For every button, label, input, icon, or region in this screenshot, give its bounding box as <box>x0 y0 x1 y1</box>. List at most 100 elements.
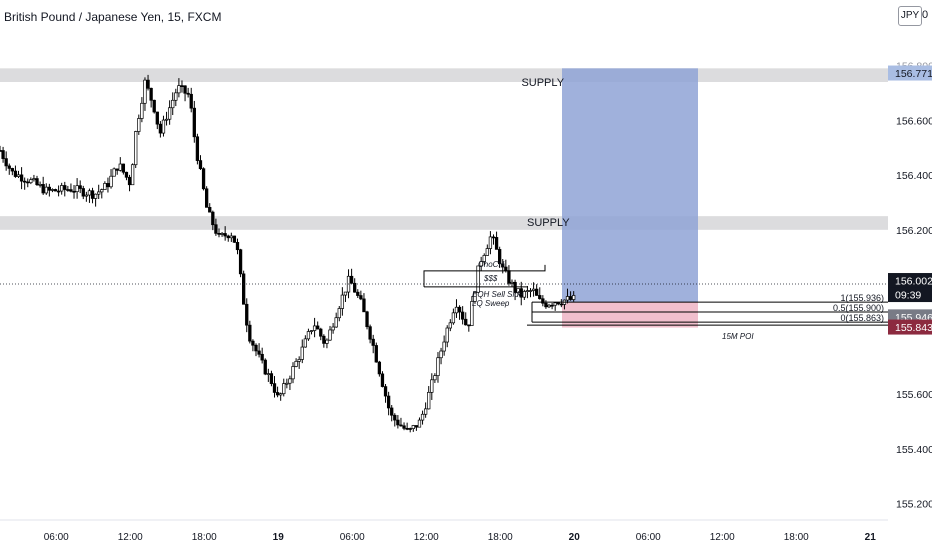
candle-body <box>442 341 446 352</box>
candle-body <box>60 185 64 192</box>
candle-body <box>559 303 563 306</box>
sss-label: $$$ <box>483 274 498 283</box>
candle-body <box>211 211 215 226</box>
candle-body <box>75 185 79 193</box>
candle-body <box>115 168 119 171</box>
candle-body <box>208 207 212 213</box>
candle-body <box>13 170 18 177</box>
candle-body <box>272 383 277 393</box>
candle-body <box>510 281 514 284</box>
candle-body <box>396 419 400 426</box>
candle-body <box>44 186 48 194</box>
candle-body <box>204 188 209 208</box>
supply-zone <box>0 216 888 230</box>
candle-body <box>470 301 474 326</box>
candle-body <box>137 118 141 132</box>
price-tag: 156.771 <box>888 65 932 81</box>
y-tick-label: 155.600 <box>896 389 932 401</box>
candle-body <box>371 338 375 346</box>
candle-body <box>192 107 196 138</box>
supply-label: SUPPLY <box>521 77 564 89</box>
candle-body <box>340 294 345 309</box>
candle-body <box>223 233 227 237</box>
candle-body <box>167 107 172 120</box>
candle-body <box>516 288 520 293</box>
candle-body <box>81 188 85 197</box>
candle-body <box>356 291 360 296</box>
candle-body <box>349 275 354 284</box>
candle-body <box>275 392 280 396</box>
candle-body <box>109 175 113 188</box>
candle-body <box>16 174 21 177</box>
candle-body <box>279 393 283 396</box>
candle-body <box>306 331 311 340</box>
candle-body <box>189 93 193 109</box>
candle-body <box>174 92 178 101</box>
candle-body <box>50 189 55 191</box>
candle-body <box>97 191 101 195</box>
candle-body <box>328 329 332 341</box>
candle-body <box>100 189 104 193</box>
candle-body <box>69 189 73 192</box>
price-tag-bg <box>888 319 932 335</box>
y-tick-label: 155.200 <box>896 499 932 511</box>
sweep-label: LQ Sweep <box>472 299 510 308</box>
scale-indicator[interactable]: 0 <box>922 9 929 21</box>
supply-zone <box>0 68 888 83</box>
stop-zone <box>562 302 698 328</box>
candle-body <box>473 292 477 302</box>
candle-body <box>152 99 156 113</box>
candle-body <box>103 183 107 190</box>
candle-body <box>232 235 237 243</box>
candle-body <box>291 366 295 380</box>
candle-body <box>32 178 36 181</box>
candle-body <box>226 235 230 239</box>
candle-body <box>476 265 480 293</box>
choch-label: ChoCH <box>478 260 504 269</box>
candle-body <box>550 304 554 307</box>
candle-body <box>319 328 323 337</box>
candle-body <box>235 242 240 251</box>
candle-body <box>482 255 486 262</box>
candle-body <box>257 350 261 355</box>
candle-body <box>10 168 14 172</box>
x-tick-label: 12:00 <box>118 532 143 543</box>
candle-body <box>146 79 150 89</box>
candle-body <box>72 190 76 193</box>
price-tag: 09:39 <box>888 287 932 303</box>
y-tick-label: 156.400 <box>896 170 932 182</box>
candle-body <box>374 345 378 363</box>
candle-body <box>572 295 576 300</box>
candle-body <box>322 335 326 344</box>
candle-body <box>377 361 382 375</box>
candle-body <box>66 189 70 191</box>
candle-body <box>565 296 570 301</box>
currency-button[interactable]: JPY <box>898 6 922 26</box>
candle-body <box>201 168 206 190</box>
candle-body <box>411 425 415 429</box>
candle-body <box>266 373 270 375</box>
candle-body <box>254 344 258 352</box>
candle-body <box>282 383 286 395</box>
candle-body <box>439 350 443 359</box>
candle-body <box>325 339 329 344</box>
poi-label: 15M POI <box>722 332 754 341</box>
candle-body <box>353 282 357 293</box>
candle-body <box>251 340 255 346</box>
candle-body <box>260 353 264 361</box>
candle-body <box>106 183 110 188</box>
candle-body <box>402 425 406 429</box>
candle-body <box>556 302 560 305</box>
candle-body <box>303 338 307 348</box>
candle-body <box>386 395 391 409</box>
candle-body <box>479 261 483 267</box>
candle-body <box>383 386 388 397</box>
x-tick-label: 12:00 <box>414 532 439 543</box>
candle-body <box>288 378 292 384</box>
candle-body <box>507 270 511 284</box>
candle-body <box>433 375 437 381</box>
candle-body <box>177 85 181 94</box>
candle-body <box>134 131 138 166</box>
